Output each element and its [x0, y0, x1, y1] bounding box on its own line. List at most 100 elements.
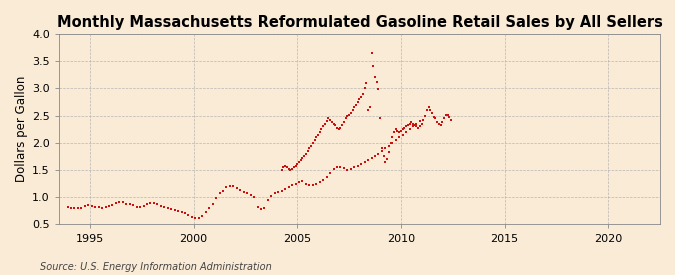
Point: [242, 191, 252, 195]
Point: [80, 204, 90, 208]
Point: [100, 205, 111, 209]
Point: [302, 149, 313, 153]
Point: [420, 113, 431, 118]
Point: [163, 206, 173, 210]
Point: [176, 210, 187, 214]
Point: [169, 208, 180, 213]
Point: [183, 213, 194, 217]
Point: [200, 210, 211, 214]
Point: [394, 135, 404, 140]
Point: [366, 51, 377, 55]
Point: [399, 125, 410, 130]
Point: [152, 202, 163, 206]
Point: [280, 187, 291, 191]
Point: [423, 105, 434, 110]
Point: [296, 158, 306, 163]
Point: [299, 154, 310, 159]
Point: [408, 122, 418, 126]
Point: [368, 63, 379, 68]
Point: [380, 146, 391, 150]
Point: [166, 207, 177, 211]
Point: [214, 191, 225, 196]
Point: [414, 119, 425, 123]
Point: [349, 105, 360, 110]
Point: [297, 179, 308, 183]
Point: [375, 116, 385, 120]
Point: [300, 182, 311, 186]
Point: [441, 112, 452, 117]
Point: [383, 150, 394, 154]
Point: [309, 138, 320, 142]
Point: [90, 204, 101, 209]
Point: [389, 130, 400, 134]
Point: [252, 205, 263, 209]
Point: [331, 165, 342, 169]
Point: [439, 116, 450, 120]
Point: [111, 201, 122, 205]
Point: [97, 205, 107, 210]
Point: [425, 108, 435, 112]
Point: [287, 183, 298, 188]
Point: [313, 133, 323, 137]
Point: [204, 206, 215, 210]
Point: [381, 157, 392, 161]
Point: [390, 138, 401, 142]
Point: [370, 154, 381, 159]
Point: [316, 127, 327, 131]
Point: [356, 161, 367, 166]
Point: [321, 174, 332, 179]
Point: [396, 129, 406, 133]
Point: [361, 81, 372, 85]
Point: [197, 214, 208, 219]
Point: [406, 120, 416, 124]
Point: [114, 200, 125, 204]
Point: [427, 111, 437, 115]
Point: [288, 165, 299, 169]
Point: [373, 152, 384, 156]
Point: [402, 123, 413, 128]
Point: [359, 160, 370, 164]
Point: [346, 167, 356, 171]
Point: [442, 112, 453, 117]
Point: [342, 113, 353, 118]
Point: [330, 123, 341, 128]
Point: [414, 124, 425, 129]
Point: [225, 184, 236, 189]
Point: [335, 125, 346, 130]
Point: [347, 108, 358, 112]
Point: [411, 124, 422, 129]
Point: [349, 165, 360, 169]
Point: [342, 168, 353, 172]
Point: [364, 105, 375, 110]
Point: [287, 167, 298, 171]
Point: [278, 165, 289, 169]
Title: Monthly Massachusetts Reformulated Gasoline Retail Sales by All Sellers: Monthly Massachusetts Reformulated Gasol…: [57, 15, 662, 30]
Point: [362, 108, 373, 112]
Point: [356, 94, 367, 99]
Point: [404, 122, 415, 126]
Point: [273, 189, 284, 194]
Point: [117, 200, 128, 205]
Point: [421, 108, 432, 112]
Point: [248, 195, 259, 199]
Point: [207, 202, 218, 207]
Point: [142, 202, 153, 207]
Point: [284, 185, 294, 190]
Point: [269, 191, 280, 195]
Point: [228, 184, 239, 189]
Point: [290, 182, 301, 186]
Point: [387, 135, 398, 140]
Point: [392, 129, 403, 133]
Point: [401, 130, 412, 134]
Point: [380, 160, 391, 164]
Point: [306, 143, 317, 148]
Point: [340, 116, 351, 120]
Point: [413, 125, 424, 130]
Point: [325, 170, 335, 175]
Point: [370, 75, 381, 80]
Point: [148, 201, 159, 205]
Point: [281, 165, 292, 169]
Point: [186, 215, 197, 219]
Point: [294, 180, 304, 184]
Point: [245, 192, 256, 197]
